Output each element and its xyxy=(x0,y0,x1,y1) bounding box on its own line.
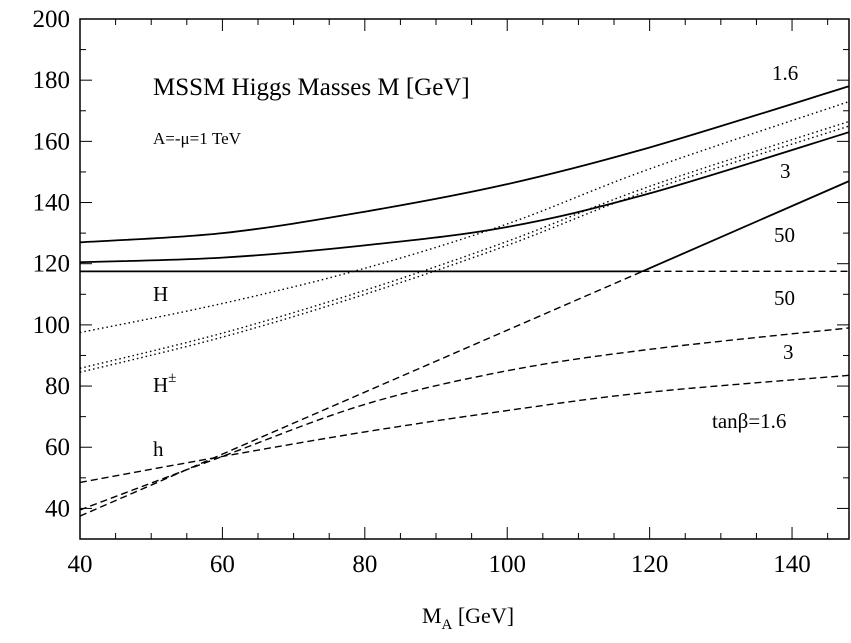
tanbeta-label-50-top: 50 xyxy=(774,223,795,247)
tanbeta-label-50-bottom: 50 xyxy=(774,286,795,310)
tanbeta-label-3-bottom: 3 xyxy=(783,340,794,364)
series-line-dashed-6 xyxy=(79,327,850,511)
tanbeta-label-1.6-bottom: tanβ=1.6 xyxy=(712,409,786,433)
series-line-dotted-8 xyxy=(79,100,850,334)
y-tick-label: 60 xyxy=(45,434,70,461)
x-tick-label: 140 xyxy=(773,551,811,578)
x-tick-label: 60 xyxy=(210,551,235,578)
series-line-solid-3 xyxy=(642,180,850,273)
chart-title: MSSM Higgs Masses M [GeV] xyxy=(153,74,470,101)
y-tick-label: 160 xyxy=(33,128,71,155)
series-line-dotted-10 xyxy=(79,120,850,369)
y-tick-label: 40 xyxy=(45,495,70,522)
y-tick-label: 180 xyxy=(33,67,71,94)
x-tick-label: 120 xyxy=(631,551,669,578)
y-tick-label: 100 xyxy=(33,312,71,339)
label-H: H xyxy=(153,282,168,306)
x-axis-label-unit: [GeV] xyxy=(452,603,514,628)
chart-subtitle: A=-μ=1 TeV xyxy=(153,129,242,148)
tick-labels: 40 60 80 100 120 140 40 60 80 100 120 140 160 180 200 xyxy=(33,6,811,578)
series-line-dotted-9 xyxy=(79,125,850,373)
label-H-charged-main: H xyxy=(153,373,168,397)
y-tick-label: 120 xyxy=(33,251,71,278)
label-H-charged: H± xyxy=(153,370,176,397)
label-H-charged-sup: ± xyxy=(168,370,176,386)
x-axis-label: MA [GeV] xyxy=(422,603,514,633)
x-tick-label: 80 xyxy=(352,551,377,578)
tanbeta-label-3-top: 3 xyxy=(780,159,791,183)
series-line-dashed-7 xyxy=(79,374,850,484)
x-tick-label: 100 xyxy=(488,551,526,578)
x-tick-label: 40 xyxy=(68,551,93,578)
y-tick-label: 200 xyxy=(33,6,71,33)
label-h: h xyxy=(153,437,164,461)
axis-ticks xyxy=(79,18,849,540)
y-tick-label: 140 xyxy=(33,190,71,217)
y-tick-label: 80 xyxy=(45,373,70,400)
x-axis-label-main: M xyxy=(422,603,442,628)
series-line-solid-0 xyxy=(79,85,850,244)
series-line-solid-1 xyxy=(79,131,850,264)
plot-frame xyxy=(79,18,850,540)
tanbeta-label-1.6-top: 1.6 xyxy=(772,61,798,85)
x-axis-label-sub: A xyxy=(442,617,453,633)
series-layer xyxy=(79,85,850,517)
